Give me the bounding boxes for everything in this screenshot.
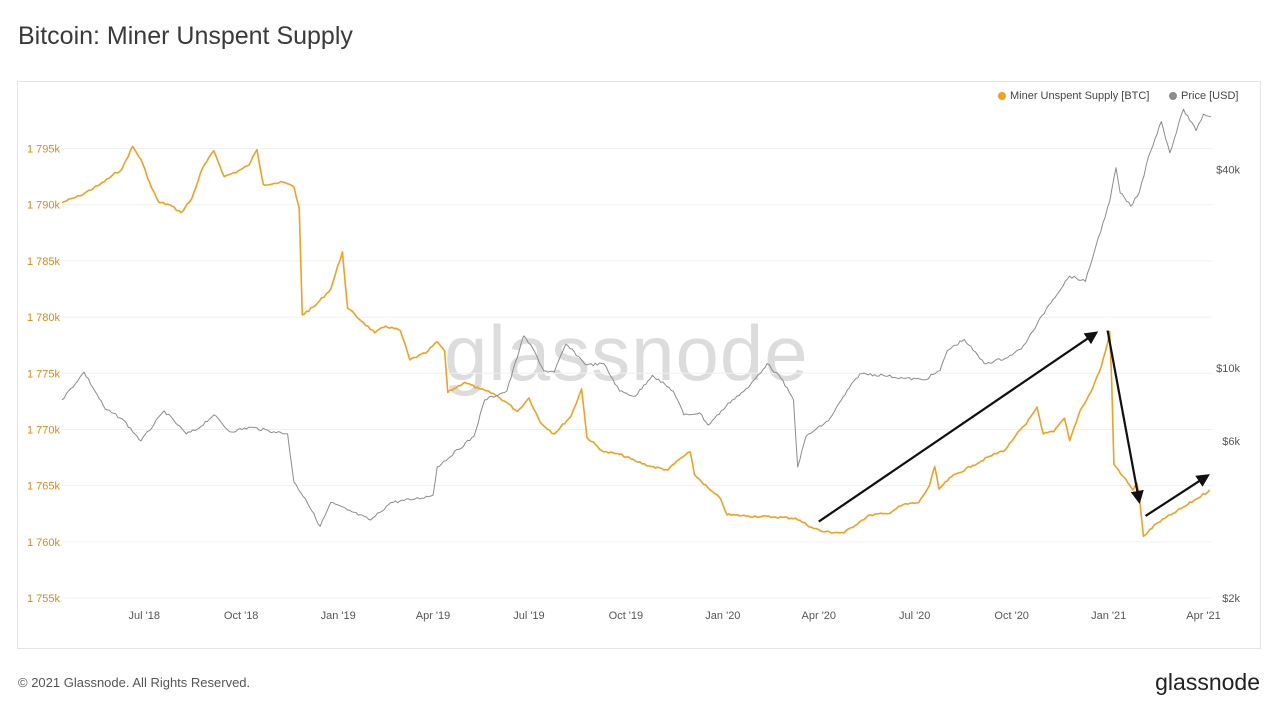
- chart-frame: [17, 81, 1261, 649]
- y-right-tick-label: $6k: [1222, 436, 1240, 448]
- y-left-tick-label: 1 755k: [27, 593, 61, 605]
- legend-item-supply[interactable]: Miner Unspent Supply [BTC]: [998, 90, 1149, 102]
- y-left-tick-label: 1 785k: [27, 256, 61, 268]
- x-tick-label: Apr '21: [1186, 610, 1221, 622]
- legend-supply-dot-icon: [998, 92, 1006, 100]
- x-tick-label: Jan '20: [705, 610, 740, 622]
- x-tick-label: Oct '20: [994, 610, 1029, 622]
- x-tick-label: Jul '19: [513, 610, 544, 622]
- legend-price-dot-icon: [1169, 92, 1177, 100]
- series-layer: [61, 108, 1211, 537]
- glassnode-logo[interactable]: glassnode: [1155, 669, 1260, 695]
- x-tick-label: Jan '19: [321, 610, 356, 622]
- x-tick-label: Jan '21: [1091, 610, 1126, 622]
- y-left-tick-label: 1 795k: [27, 144, 61, 156]
- copyright-text: © 2021 Glassnode. All Rights Reserved.: [18, 675, 251, 690]
- annotation-layer: [818, 330, 1210, 523]
- annotation-arrow-2: [1144, 474, 1210, 517]
- legend-item-price[interactable]: Price [USD]: [1169, 90, 1238, 102]
- y-left-tick-label: 1 780k: [27, 312, 61, 324]
- y-right-tick-label: $2k: [1222, 593, 1240, 605]
- y-right-tick-label: $40k: [1216, 165, 1240, 177]
- grid-layer: [62, 148, 1213, 599]
- page-title: Bitcoin: Miner Unspent Supply: [18, 22, 353, 50]
- series-line-price: [61, 108, 1211, 527]
- y-left-tick-label: 1 790k: [27, 200, 61, 212]
- x-tick-label: Apr '19: [416, 610, 451, 622]
- y-left-tick-label: 1 760k: [27, 537, 61, 549]
- annotation-arrow-1: [1106, 330, 1144, 504]
- y-left-tick-label: 1 770k: [27, 424, 61, 436]
- series-line-supply: [61, 145, 1211, 537]
- watermark: glassnode: [444, 309, 809, 397]
- axis-layer: 1 755k 1 760k 1 765k 1 770k 1 775k 1 780k 1 78…: [27, 144, 1240, 622]
- y-left-tick-label: 1 765k: [27, 481, 61, 493]
- y-left-tick-label: 1 775k: [27, 368, 61, 380]
- x-tick-label: Apr '20: [802, 610, 837, 622]
- x-tick-label: Jul '18: [128, 610, 159, 622]
- legend-supply-label: Miner Unspent Supply [BTC]: [1010, 90, 1150, 102]
- legend-price-label: Price [USD]: [1181, 90, 1239, 102]
- annotation-arrow-0: [818, 331, 1099, 523]
- x-tick-label: Oct '19: [609, 610, 644, 622]
- y-right-tick-label: $10k: [1216, 363, 1240, 375]
- x-tick-label: Oct '18: [224, 610, 259, 622]
- x-tick-label: Jul '20: [899, 610, 930, 622]
